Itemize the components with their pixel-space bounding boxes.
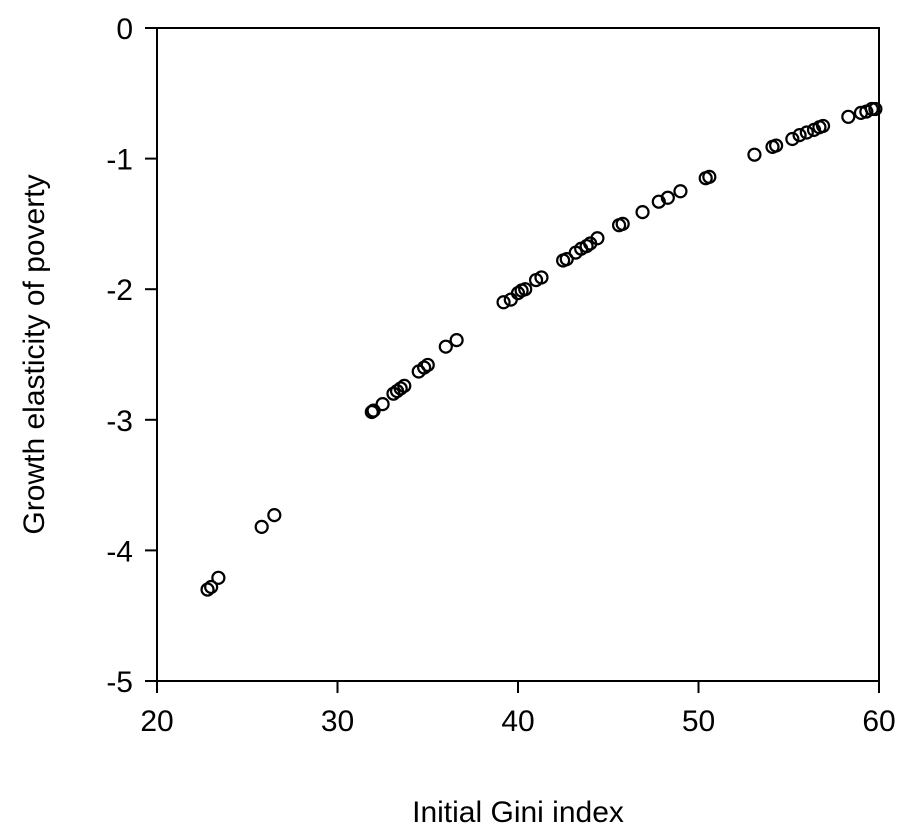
- y-tick-label: -3: [106, 405, 133, 438]
- data-point: [449, 333, 464, 348]
- y-tick-label: -5: [106, 666, 133, 699]
- data-point: [841, 109, 856, 124]
- data-point: [590, 231, 605, 246]
- data-point: [267, 508, 282, 523]
- data-point: [366, 403, 381, 418]
- data-point: [503, 292, 518, 307]
- data-point: [496, 295, 511, 310]
- data-point: [397, 378, 412, 393]
- x-tick-label: 60: [862, 705, 895, 738]
- data-point: [559, 252, 574, 267]
- data-point: [438, 339, 453, 354]
- x-axis-title: Initial Gini index: [412, 796, 624, 829]
- data-point: [204, 579, 219, 595]
- axis-ticks: 20 30 40 50 60 0 -1 -2 -3 -4 -5: [106, 13, 895, 738]
- y-tick-label: -1: [106, 144, 133, 177]
- data-point: [673, 184, 688, 199]
- x-tick-label: 30: [321, 705, 354, 738]
- x-tick-label: 40: [501, 705, 534, 738]
- data-point: [615, 216, 630, 231]
- y-tick-label: 0: [116, 13, 133, 46]
- data-point: [420, 357, 435, 373]
- plot-area-frame: [156, 27, 880, 682]
- data-point: [792, 127, 807, 143]
- data-point: [747, 147, 762, 162]
- data-point: [534, 270, 549, 285]
- x-tick-label: 20: [140, 705, 173, 738]
- data-point: [785, 131, 800, 147]
- data-point: [815, 118, 831, 134]
- y-tick-label: -4: [106, 535, 133, 568]
- data-point: [211, 570, 226, 585]
- data-point: [254, 519, 269, 534]
- data-point: [660, 190, 675, 205]
- x-tick-label: 50: [682, 705, 715, 738]
- data-point: [635, 205, 650, 220]
- data-point: [375, 397, 390, 412]
- data-point: [518, 282, 533, 297]
- data-point: [769, 138, 784, 153]
- data-points: [200, 101, 883, 597]
- data-point: [799, 125, 814, 140]
- data-point: [702, 169, 717, 184]
- y-axis-title: Growth elasticity of poverty: [18, 174, 51, 534]
- y-tick-label: -2: [106, 274, 133, 307]
- data-point: [868, 101, 883, 117]
